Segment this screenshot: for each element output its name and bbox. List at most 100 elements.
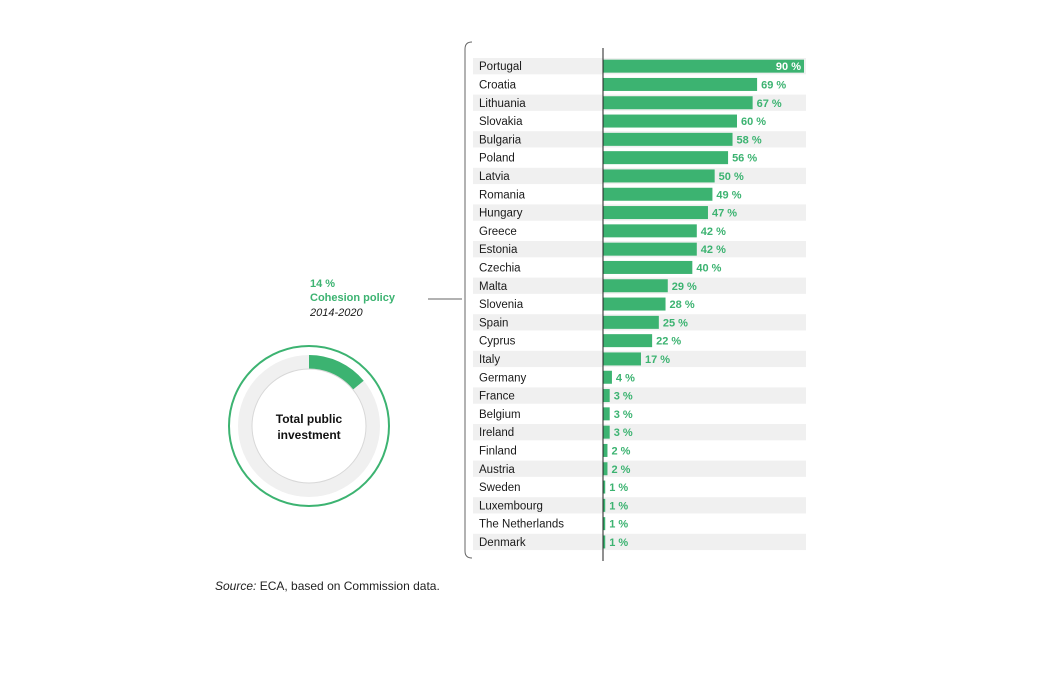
bar bbox=[603, 334, 653, 348]
bar-category-label: Malta bbox=[479, 281, 508, 293]
bar-category-label: Portugal bbox=[479, 61, 522, 73]
bar-value-label: 28 % bbox=[670, 299, 695, 311]
bar bbox=[603, 242, 697, 256]
bar bbox=[603, 443, 608, 457]
bar bbox=[603, 279, 668, 293]
bar bbox=[603, 132, 733, 146]
donut-center-line2: investment bbox=[277, 428, 340, 442]
bar-value-label: 90 % bbox=[776, 61, 801, 73]
donut-ring bbox=[228, 345, 390, 507]
bar-value-label: 3 % bbox=[614, 409, 633, 421]
bar-category-label: Germany bbox=[479, 372, 527, 384]
source-note: Source: ECA, based on Commission data. bbox=[215, 579, 440, 593]
annotation-policy: Cohesion policy bbox=[310, 292, 396, 304]
bar-category-label: Denmark bbox=[479, 537, 526, 549]
bar-category-label: Czechia bbox=[479, 262, 521, 274]
bar-category-label: Croatia bbox=[479, 79, 517, 91]
bar-category-label: Slovakia bbox=[479, 116, 523, 128]
bar bbox=[603, 389, 610, 403]
bar-category-label: Lithuania bbox=[479, 98, 526, 110]
bar bbox=[603, 315, 659, 329]
bar-category-label: Slovenia bbox=[479, 299, 524, 311]
bar-value-label: 4 % bbox=[616, 372, 635, 384]
bar bbox=[603, 425, 610, 439]
bar bbox=[603, 77, 758, 91]
bar-value-label: 2 % bbox=[611, 445, 630, 457]
donut-annotation: 14 % Cohesion policy 2014-2020 bbox=[309, 278, 462, 319]
bar-value-label: 22 % bbox=[656, 336, 681, 348]
bar-value-label: 29 % bbox=[672, 281, 697, 293]
bar-chart: Portugal 90 % Croatia 69 % Lithuania 67 % Slov… bbox=[473, 58, 806, 551]
donut-chart: Total public investment bbox=[228, 345, 390, 507]
bar bbox=[603, 535, 606, 549]
bar-value-label: 69 % bbox=[761, 79, 786, 91]
bar-category-label: Poland bbox=[479, 153, 515, 165]
bar bbox=[603, 498, 606, 512]
source-prefix: Source: bbox=[215, 579, 257, 593]
bar-value-label: 47 % bbox=[712, 208, 737, 220]
donut-slice-cohesion bbox=[309, 355, 364, 390]
donut-center-line1: Total public bbox=[276, 412, 343, 426]
bar-category-label: Sweden bbox=[479, 482, 521, 494]
bar-value-label: 40 % bbox=[696, 262, 721, 274]
bar bbox=[603, 59, 804, 73]
bar-value-label: 1 % bbox=[609, 500, 628, 512]
bar-category-label: Luxembourg bbox=[479, 500, 543, 512]
bar bbox=[603, 260, 693, 274]
bar-value-label: 2 % bbox=[611, 464, 630, 476]
row-stripe bbox=[473, 424, 806, 441]
bar-value-label: 56 % bbox=[732, 153, 757, 165]
bar-category-label: France bbox=[479, 391, 515, 403]
row-stripe bbox=[473, 533, 806, 551]
bar-value-label: 25 % bbox=[663, 317, 688, 329]
bar-category-label: Bulgaria bbox=[479, 134, 522, 146]
bar bbox=[603, 370, 612, 384]
bar bbox=[603, 462, 608, 476]
bar-category-label: Latvia bbox=[479, 171, 510, 183]
bar-value-label: 67 % bbox=[757, 98, 782, 110]
bar-value-label: 1 % bbox=[609, 482, 628, 494]
bar-value-label: 42 % bbox=[701, 226, 726, 238]
donut-hole bbox=[251, 368, 367, 484]
bar bbox=[603, 206, 708, 220]
row-stripe bbox=[473, 497, 806, 514]
bar-category-label: Estonia bbox=[479, 244, 518, 256]
bar-category-label: Spain bbox=[479, 317, 508, 329]
bar-category-label: Italy bbox=[479, 354, 500, 366]
bar bbox=[603, 96, 753, 110]
bar-value-label: 3 % bbox=[614, 427, 633, 439]
bar-value-label: 49 % bbox=[716, 189, 741, 201]
row-stripe bbox=[473, 387, 806, 404]
bar-category-label: Cyprus bbox=[479, 336, 516, 348]
bar-value-label: 1 % bbox=[609, 519, 628, 531]
bar bbox=[603, 352, 641, 366]
bar bbox=[603, 517, 606, 531]
bar bbox=[603, 297, 666, 311]
bar bbox=[603, 187, 713, 201]
bar-value-label: 50 % bbox=[719, 171, 744, 183]
bar-value-label: 1 % bbox=[609, 537, 628, 549]
annotation-period: 2014-2020 bbox=[309, 307, 363, 319]
bar bbox=[603, 169, 715, 183]
bar-value-label: 60 % bbox=[741, 116, 766, 128]
bar bbox=[603, 480, 606, 494]
bar-category-label: Ireland bbox=[479, 427, 514, 439]
annotation-percent: 14 % bbox=[310, 278, 335, 290]
source-text: ECA, based on Commission data. bbox=[256, 579, 440, 593]
bar-value-label: 58 % bbox=[737, 134, 762, 146]
chart-bracket bbox=[464, 41, 473, 559]
bar-category-label: Hungary bbox=[479, 208, 523, 220]
bar bbox=[603, 151, 729, 165]
bar-category-label: The Netherlands bbox=[479, 519, 564, 531]
bar-category-label: Greece bbox=[479, 226, 517, 238]
bar-category-label: Romania bbox=[479, 189, 526, 201]
row-stripe bbox=[473, 460, 806, 477]
bar-category-label: Finland bbox=[479, 445, 517, 457]
bar-value-label: 17 % bbox=[645, 354, 670, 366]
bar bbox=[603, 114, 737, 128]
bar-category-label: Belgium bbox=[479, 409, 521, 421]
bar-value-label: 42 % bbox=[701, 244, 726, 256]
bar bbox=[603, 407, 610, 421]
bar bbox=[603, 224, 697, 238]
